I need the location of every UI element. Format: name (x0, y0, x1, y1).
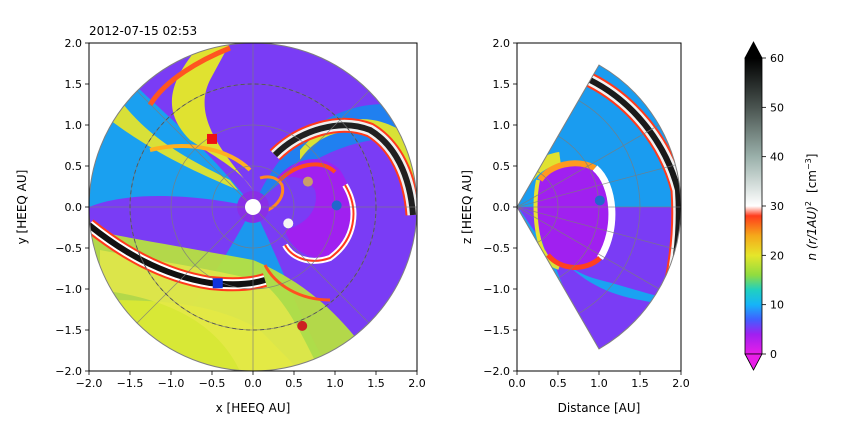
equatorial-marker-white-dot (283, 218, 294, 229)
equatorial-ytick-label: 1.0 (65, 119, 83, 132)
colorbar-tick-label: 30 (770, 200, 784, 213)
earth-orbit-dashed (129, 83, 377, 331)
equatorial-ytick-label: 0.0 (65, 201, 83, 214)
meridional-xtick-label: 0.0 (508, 377, 526, 390)
meridional-ytick-label: −2.0 (483, 365, 510, 378)
meridional-xlabel: Distance [AU] (558, 401, 641, 415)
equatorial-xtick-label: 1.0 (326, 377, 344, 390)
equatorial-ytick-label: −1.5 (55, 324, 82, 337)
equatorial-marker-blue-square (212, 278, 223, 289)
equatorial-xtick-label: 0.5 (285, 377, 303, 390)
meridional-marker-blue-dot (594, 195, 605, 206)
equatorial-ytick-label: 0.5 (65, 160, 83, 173)
colorbar-label-exponent: 2 (804, 201, 813, 206)
equatorial-ylabel: y [HEEQ AU] (15, 170, 29, 245)
equatorial-xtick-label: −1.0 (158, 377, 185, 390)
colorbar-extend-max (744, 41, 763, 59)
equatorial-xtick-label: −1.5 (117, 377, 144, 390)
equatorial-ytick-label: −1.0 (55, 283, 82, 296)
meridional-xtick-label: 2.0 (672, 377, 690, 390)
equatorial-panel: −2.0 −1.5 −1.0 −0.5 0.0 0.5 1.0 1.5 2.0 −2.0 −1.5 −… (15, 37, 426, 415)
meridional-ytick-label: −1.5 (483, 324, 510, 337)
timestamp: 2012-07-15 02:53 (89, 24, 197, 38)
colorbar-tick-label: 60 (770, 52, 784, 65)
colorbar-label-main: n (r/1AU) (805, 206, 819, 260)
colorbar-gradient (744, 57, 763, 355)
equatorial-marker-red-square (207, 133, 217, 144)
colorbar: 0 10 20 30 40 50 60 n (r/1AU)2 [cm−3] (744, 41, 819, 371)
meridional-ytick-label: −0.5 (483, 242, 510, 255)
equatorial-density-field (89, 43, 417, 371)
sun (245, 199, 261, 215)
meridional-ytick-label: 1.0 (493, 119, 511, 132)
colorbar-label-units-close: ] (805, 154, 819, 159)
equatorial-marker-tan-dot (302, 176, 313, 187)
meridional-ytick-label: 1.5 (493, 78, 511, 91)
colorbar-tick-label: 10 (770, 299, 784, 312)
meridional-density-field (517, 65, 681, 349)
equatorial-ytick-label: 2.0 (65, 37, 83, 50)
colorbar-tick-label: 20 (770, 249, 784, 262)
meridional-ytick-label: −1.0 (483, 283, 510, 296)
colorbar-tick-label: 50 (770, 101, 784, 114)
equatorial-xtick-label: −0.5 (199, 377, 226, 390)
meridional-ytick-label: 2.0 (493, 37, 511, 50)
equatorial-marker-blue-dot (331, 200, 342, 211)
colorbar-tick-label: 40 (770, 151, 784, 164)
equatorial-ytick-label: −0.5 (55, 242, 82, 255)
colorbar-extend-min (744, 353, 763, 371)
meridional-ytick-label: 0.0 (493, 201, 511, 214)
meridional-xtick-label: 0.5 (549, 377, 567, 390)
meridional-ylabel: z [HEEQ AU] (460, 170, 474, 244)
equatorial-xtick-label: 2.0 (408, 377, 426, 390)
colorbar-label-units-exponent: −3 (804, 158, 813, 170)
colorbar-label-units: [cm (805, 170, 819, 193)
meridional-ytick-label: 0.5 (493, 160, 511, 173)
meridional-xtick-label: 1.5 (631, 377, 649, 390)
equatorial-xtick-label: 1.5 (367, 377, 385, 390)
equatorial-ytick-label: 1.5 (65, 78, 83, 91)
equatorial-marker-red-dot (297, 320, 308, 331)
equatorial-xtick-label: −2.0 (76, 377, 103, 390)
colorbar-tick-label: 0 (770, 348, 777, 361)
meridional-panel: 0.0 0.5 1.0 1.5 2.0 −2.0 −1.5 −1.0 −0.5 0.0 0.5 1.0… (460, 37, 690, 415)
meridional-xtick-label: 1.0 (590, 377, 608, 390)
equatorial-xtick-label: 0.0 (244, 377, 262, 390)
equatorial-ytick-label: −2.0 (55, 365, 82, 378)
equatorial-xlabel: x [HEEQ AU] (216, 401, 291, 415)
colorbar-label: n (r/1AU)2 [cm−3] (804, 154, 819, 261)
